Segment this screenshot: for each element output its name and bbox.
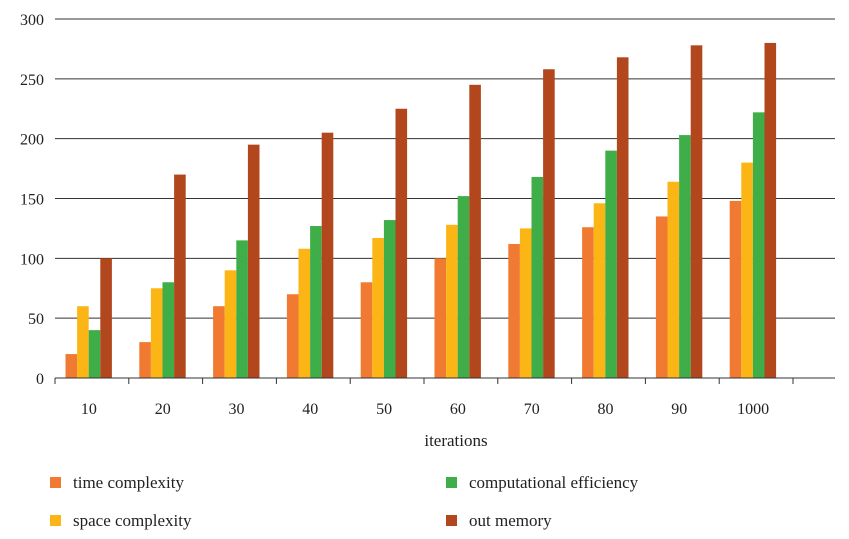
y-axis-ticks: 0 50 100 150 200 250 300 — [20, 12, 44, 388]
bar-computational-efficiency — [88, 330, 101, 378]
bar-computational-efficiency — [236, 240, 248, 378]
bar-out-memory — [469, 84, 481, 379]
bar-computational-efficiency — [310, 226, 322, 378]
bar-space-complexity — [593, 203, 606, 378]
legend-label: space complexity — [73, 511, 192, 530]
bar-out-memory — [543, 69, 555, 378]
x-tick-label: 90 — [671, 401, 687, 418]
x-tick-label: 20 — [155, 401, 171, 418]
y-tick-label: 50 — [28, 311, 44, 328]
bar-space-complexity — [667, 181, 680, 378]
legend-item: time complexity — [50, 473, 184, 492]
x-axis: 10 20 30 40 50 60 70 80 90 1000 — [54, 377, 835, 418]
y-tick-label: 100 — [20, 251, 44, 268]
bar-time-complexity — [434, 258, 447, 378]
x-tick-label: 10 — [81, 401, 97, 418]
bar-computational-efficiency — [752, 112, 765, 378]
y-tick-label: 250 — [20, 72, 44, 89]
bar-space-complexity — [224, 270, 237, 378]
bar-out-memory — [616, 57, 629, 378]
bar-time-complexity — [139, 342, 151, 378]
bar-time-complexity — [729, 200, 742, 378]
y-tick-label: 200 — [20, 132, 44, 149]
bar-computational-efficiency — [605, 150, 617, 378]
bar-computational-efficiency — [457, 196, 470, 378]
bar-out-memory — [247, 144, 260, 378]
x-tick-label: 60 — [450, 401, 466, 418]
bar-time-complexity — [655, 216, 668, 378]
x-tick-label: 70 — [524, 401, 540, 418]
bar-time-complexity — [360, 282, 373, 378]
bars — [65, 42, 777, 379]
bar-time-complexity — [508, 243, 520, 378]
bar-out-memory — [764, 42, 777, 378]
legend-item: space complexity — [50, 511, 192, 530]
bar-time-complexity — [286, 294, 299, 378]
bar-space-complexity — [519, 228, 532, 378]
bar-time-complexity — [65, 354, 78, 378]
bar-computational-efficiency — [531, 176, 544, 378]
legend-label: computational efficiency — [469, 473, 639, 492]
bar-space-complexity — [741, 162, 753, 378]
legend-item: computational efficiency — [446, 473, 639, 492]
bar-space-complexity — [372, 237, 384, 378]
bar-out-memory — [395, 108, 408, 378]
bar-computational-efficiency — [679, 135, 691, 378]
legend-swatch — [446, 515, 457, 526]
legend-label: time complexity — [73, 473, 184, 492]
x-tick-label: 30 — [229, 401, 245, 418]
bar-out-memory — [100, 258, 112, 378]
bar-computational-efficiency — [162, 282, 175, 378]
bar-space-complexity — [150, 288, 163, 378]
x-tick-label: 80 — [598, 401, 614, 418]
legend: time complexity space complexity computati… — [50, 473, 639, 530]
bar-out-memory — [690, 45, 703, 379]
bar-computational-efficiency — [383, 220, 396, 378]
x-tick-label: 40 — [302, 401, 318, 418]
legend-swatch — [50, 515, 61, 526]
bar-time-complexity — [582, 227, 594, 378]
legend-swatch — [50, 477, 61, 488]
bar-out-memory — [174, 174, 186, 378]
legend-swatch — [446, 477, 457, 488]
y-tick-label: 300 — [20, 12, 44, 29]
legend-item: out memory — [446, 511, 552, 530]
y-tick-label: 0 — [36, 371, 44, 388]
y-tick-label: 150 — [20, 192, 44, 209]
bar-space-complexity — [298, 248, 311, 378]
bar-time-complexity — [213, 306, 225, 378]
bar-space-complexity — [77, 306, 89, 378]
bar-space-complexity — [446, 224, 458, 378]
bar-out-memory — [321, 132, 334, 378]
legend-label: out memory — [469, 511, 552, 530]
x-tick-label: 1000 — [737, 401, 769, 418]
x-axis-title: iterations — [424, 431, 487, 450]
x-tick-label: 50 — [376, 401, 392, 418]
